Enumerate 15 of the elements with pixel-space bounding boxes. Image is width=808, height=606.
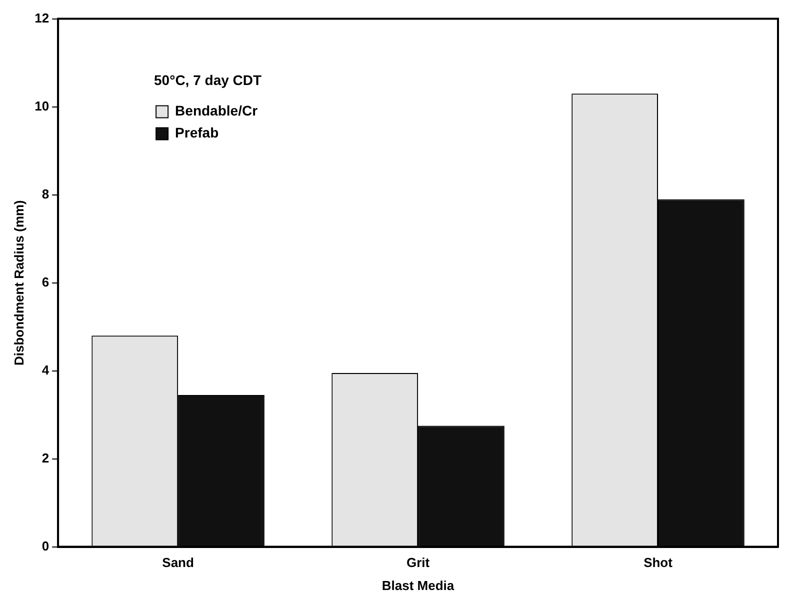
y-tick-label: 10 [34, 98, 50, 114]
y-tick-label: 2 [42, 450, 50, 466]
legend-label: Bendable/Cr [175, 102, 258, 119]
y-tick-label: 12 [34, 10, 50, 26]
x-axis-title: Blast Media [382, 578, 455, 593]
y-tick-label: 4 [42, 362, 50, 378]
legend-title: 50°C, 7 day CDT [154, 72, 262, 88]
x-tick-label: Grit [406, 555, 430, 570]
y-axis-title: Disbondment Radius (mm) [11, 200, 26, 366]
y-tick-label: 6 [42, 274, 50, 290]
x-tick-label: Shot [644, 555, 674, 570]
y-tick-label: 0 [42, 538, 50, 554]
x-tick-label: Sand [162, 555, 194, 570]
legend-label: Prefab [175, 124, 219, 141]
y-tick-label: 8 [42, 186, 50, 202]
